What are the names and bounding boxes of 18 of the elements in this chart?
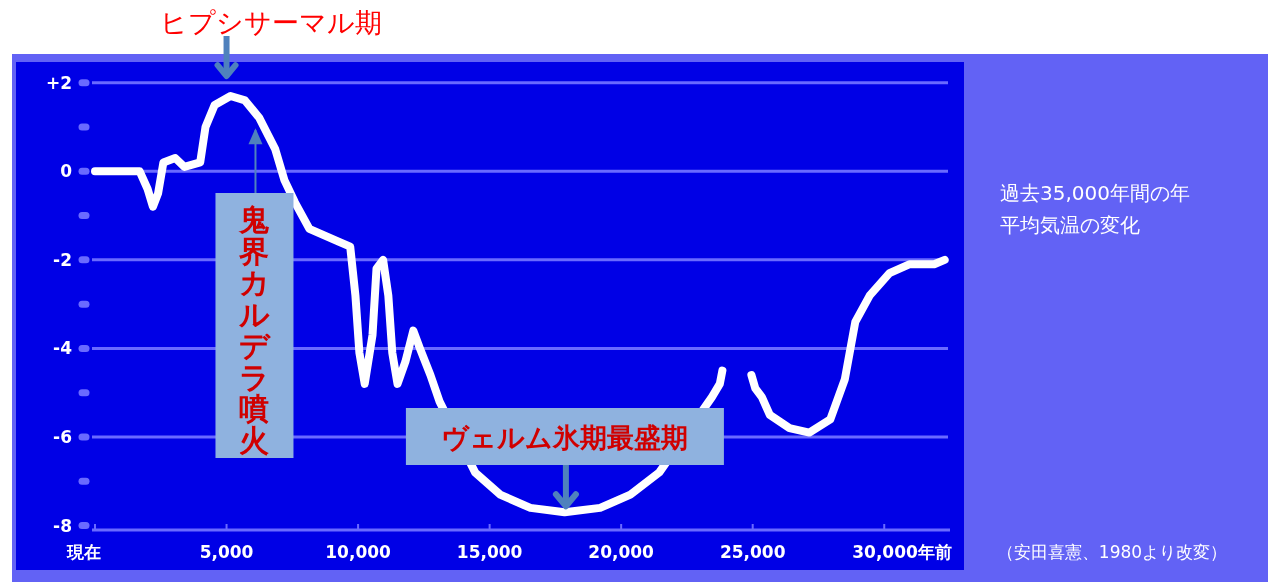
y-tick-label: -2 <box>53 249 72 270</box>
y-tick-label: +2 <box>45 72 72 93</box>
text: 過去35,000年間の年平均気温の変化 <box>1000 181 1190 237</box>
y-tick-label: -6 <box>53 427 72 447</box>
annotation: ヴェルム氷期最盛期 <box>441 422 689 453</box>
x-tick-label: 5,000 <box>199 542 254 562</box>
x-tick-label: 30,000年前 <box>852 542 952 562</box>
x-tick-label: 10,000 <box>325 542 392 562</box>
y-tick-label: -8 <box>53 515 72 536</box>
y-tick-label: 0 <box>60 161 73 182</box>
x-tick-label: 15,000 <box>456 542 523 562</box>
annotation: ヒプシサーマル期 <box>159 7 382 38</box>
x-tick-label: 20,000 <box>588 542 655 562</box>
annotation: 鬼界カルデラ噴火 <box>237 202 271 458</box>
x-tick-label: 25,000 <box>719 542 786 562</box>
text: （安田喜憲、1980より改変） <box>996 542 1228 562</box>
y-tick-label: -4 <box>53 338 73 359</box>
x-tick-label: 現在 <box>66 542 101 562</box>
